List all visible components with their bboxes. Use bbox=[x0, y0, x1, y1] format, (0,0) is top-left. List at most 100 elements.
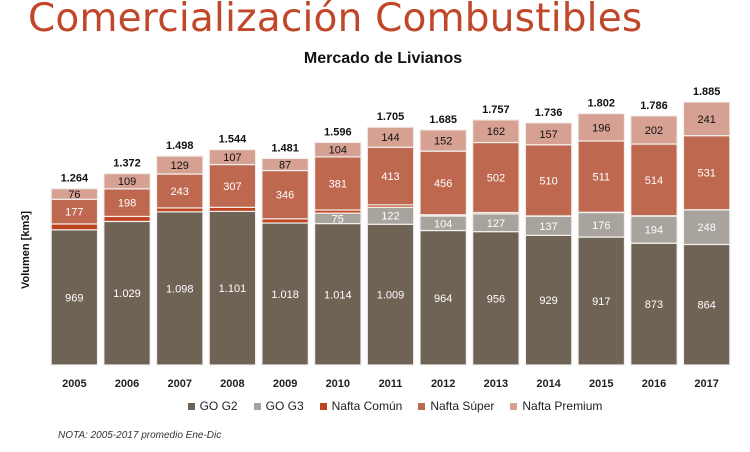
data-label-nafta-premium-2008: 107 bbox=[223, 152, 241, 164]
data-label-nafta-s-per-2007: 243 bbox=[171, 186, 189, 198]
data-label-nafta-premium-2009: 87 bbox=[279, 159, 291, 171]
data-label-go-g3-2013: 127 bbox=[487, 218, 505, 230]
bar-segment-go-g2-2016 bbox=[630, 242, 678, 366]
bar-segment-nafta-s-per-2015 bbox=[577, 140, 626, 213]
x-tick-label-2008: 2008 bbox=[220, 378, 244, 390]
bar-segment-nafta-premium-2015 bbox=[577, 113, 626, 142]
data-label-go-g2-2005: 969 bbox=[65, 292, 83, 304]
data-label-go-g2-2015: 917 bbox=[592, 296, 610, 308]
legend-label: Nafta Súper bbox=[430, 399, 495, 413]
data-label-nafta-s-per-2006: 198 bbox=[118, 198, 136, 210]
bar-segment-nafta-premium-2017 bbox=[682, 101, 731, 137]
bar-segment-go-g2-2013 bbox=[472, 231, 520, 366]
bar-segment-nafta-s-per-2011 bbox=[366, 146, 415, 206]
total-label-2007: 1.498 bbox=[166, 140, 194, 152]
x-tick-label-2009: 2009 bbox=[273, 378, 297, 390]
x-tick-label-2012: 2012 bbox=[431, 378, 455, 390]
x-tick-label-2005: 2005 bbox=[62, 378, 86, 390]
legend-label: Nafta Premium bbox=[522, 399, 603, 413]
x-tick-label-2011: 2011 bbox=[379, 378, 403, 390]
legend-item-go-g3: GO G3 bbox=[253, 399, 304, 413]
data-label-nafta-s-per-2012: 456 bbox=[434, 178, 452, 190]
data-label-nafta-premium-2015: 196 bbox=[592, 122, 610, 134]
bar-segment-nafta-s-per-2013 bbox=[472, 141, 520, 214]
data-label-go-g2-2013: 956 bbox=[487, 293, 505, 305]
bar-segment-nafta-com-n-2006 bbox=[103, 215, 151, 223]
data-label-go-g2-2011: 1.009 bbox=[377, 290, 405, 302]
data-label-go-g3-2017: 248 bbox=[697, 222, 715, 234]
data-label-nafta-premium-2012: 152 bbox=[434, 136, 452, 148]
bar-segment-nafta-com-n-2009 bbox=[261, 218, 309, 224]
bar-segment-nafta-premium-2005 bbox=[50, 188, 99, 200]
data-label-go-g2-2008: 1.101 bbox=[219, 283, 247, 295]
legend-label: GO G3 bbox=[265, 399, 304, 413]
bar-segment-go-g2-2009 bbox=[261, 222, 309, 366]
legend-swatch bbox=[510, 402, 518, 410]
x-tick-label-2015: 2015 bbox=[589, 378, 613, 390]
data-label-nafta-premium-2006: 109 bbox=[118, 176, 136, 188]
legend-item-nafta-s-per: Nafta Súper bbox=[418, 399, 494, 413]
bar-segment-nafta-s-per-2008 bbox=[208, 163, 257, 208]
total-label-2009: 1.481 bbox=[271, 142, 299, 154]
data-label-go-g2-2007: 1.098 bbox=[166, 283, 194, 295]
data-label-go-g2-2006: 1.029 bbox=[113, 288, 141, 300]
legend-label: GO G2 bbox=[199, 399, 238, 413]
bar-segment-nafta-premium-2016 bbox=[630, 115, 678, 145]
data-label-nafta-premium-2005: 76 bbox=[68, 189, 80, 201]
total-label-2006: 1.372 bbox=[113, 158, 141, 170]
bar-segment-nafta-premium-2009 bbox=[261, 157, 309, 172]
bar-segment-go-g2-2006 bbox=[103, 220, 151, 366]
bar-segment-go-g2-2008 bbox=[208, 210, 257, 366]
page-title: Comercialización Combustibles bbox=[28, 0, 643, 41]
x-tick-label-2016: 2016 bbox=[642, 378, 666, 390]
x-tick-label-2017: 2017 bbox=[694, 378, 718, 390]
legend-swatch bbox=[187, 402, 195, 410]
bar-segment-go-g2-2014 bbox=[524, 234, 573, 366]
bar-segment-go-g2-2012 bbox=[419, 229, 467, 366]
chart-title: Mercado de Livianos bbox=[303, 50, 463, 67]
data-label-nafta-premium-2014: 157 bbox=[539, 129, 557, 141]
data-label-nafta-s-per-2014: 510 bbox=[539, 175, 557, 187]
data-label-go-g3-2010: 75 bbox=[332, 213, 344, 225]
data-label-nafta-s-per-2016: 514 bbox=[645, 175, 663, 187]
data-label-go-g3-2016: 194 bbox=[645, 225, 663, 237]
data-label-go-g2-2017: 864 bbox=[697, 300, 715, 312]
bar-segment-go-g2-2010 bbox=[314, 222, 362, 366]
data-label-go-g3-2014: 137 bbox=[539, 221, 557, 233]
x-tick-label-2006: 2006 bbox=[115, 378, 139, 390]
bar-segment-nafta-com-n-2005 bbox=[50, 223, 99, 231]
legend-item-nafta-com-n: Nafta Común bbox=[319, 399, 402, 413]
bar-segment-nafta-premium-2006 bbox=[103, 173, 151, 190]
chart-legend: GO G2 GO G3 Nafta Común Nafta Súper Nafta Pr… bbox=[0, 399, 750, 413]
bar-segment-go-g2-2017 bbox=[682, 243, 731, 366]
data-label-nafta-s-per-2008: 307 bbox=[223, 181, 241, 193]
data-label-nafta-premium-2010: 104 bbox=[329, 145, 347, 157]
data-label-nafta-s-per-2013: 502 bbox=[487, 173, 505, 185]
data-label-nafta-premium-2013: 162 bbox=[487, 126, 505, 138]
legend-item-go-g2: GO G2 bbox=[187, 399, 238, 413]
data-label-go-g3-2011: 122 bbox=[381, 211, 399, 223]
data-label-nafta-s-per-2017: 531 bbox=[697, 168, 715, 180]
bar-segment-nafta-s-per-2009 bbox=[261, 169, 309, 220]
data-label-go-g2-2010: 1.014 bbox=[324, 289, 352, 301]
x-tick-label-2013: 2013 bbox=[484, 378, 508, 390]
bar-segment-nafta-premium-2007 bbox=[155, 155, 204, 175]
total-label-2014: 1.736 bbox=[535, 107, 563, 119]
total-label-2010: 1.596 bbox=[324, 126, 352, 138]
data-label-nafta-s-per-2011: 413 bbox=[381, 171, 399, 183]
data-label-go-g2-2012: 964 bbox=[434, 293, 452, 305]
legend-item-nafta-premium: Nafta Premium bbox=[510, 399, 602, 413]
data-label-nafta-s-per-2010: 381 bbox=[329, 178, 347, 190]
total-label-2011: 1.705 bbox=[377, 111, 405, 123]
bar-segment-nafta-s-per-2012 bbox=[419, 150, 467, 216]
total-label-2016: 1.786 bbox=[640, 100, 668, 112]
data-label-nafta-premium-2017: 241 bbox=[697, 114, 715, 126]
bar-segment-nafta-premium-2010 bbox=[314, 141, 362, 158]
bar-segment-nafta-premium-2011 bbox=[366, 126, 415, 148]
bar-segment-go-g2-2015 bbox=[577, 236, 626, 366]
data-label-go-g2-2014: 929 bbox=[539, 295, 557, 307]
legend-swatch bbox=[418, 402, 426, 410]
total-label-2005: 1.264 bbox=[61, 173, 89, 185]
total-label-2012: 1.685 bbox=[429, 114, 457, 126]
x-tick-label-2007: 2007 bbox=[167, 378, 191, 390]
